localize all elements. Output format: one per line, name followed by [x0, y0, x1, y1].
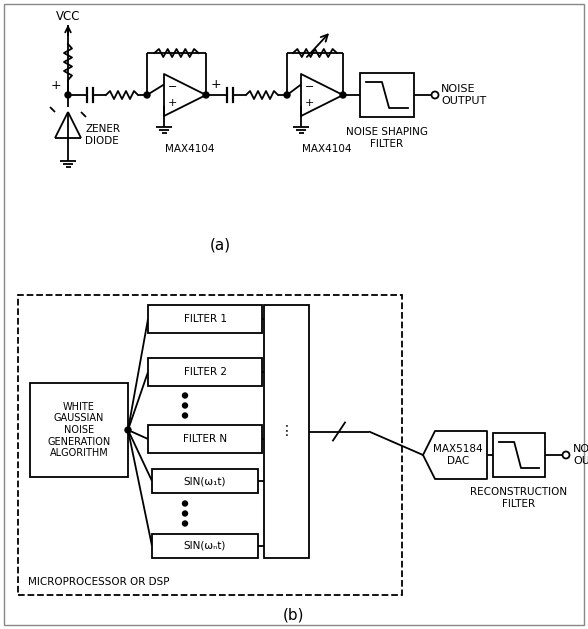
- Circle shape: [182, 403, 188, 408]
- Text: WHITE
GAUSSIAN
NOISE
GENERATION
ALGORITHM: WHITE GAUSSIAN NOISE GENERATION ALGORITH…: [48, 402, 111, 458]
- Text: MAX4104: MAX4104: [302, 144, 352, 154]
- Bar: [148, 425, 262, 453]
- Circle shape: [284, 92, 290, 98]
- Circle shape: [144, 92, 150, 98]
- Text: MAX5184
DAC: MAX5184 DAC: [433, 444, 483, 466]
- Text: +: +: [168, 98, 177, 108]
- Circle shape: [182, 511, 188, 516]
- Bar: [152, 469, 258, 493]
- Polygon shape: [423, 431, 487, 479]
- Text: −: −: [305, 82, 314, 92]
- Text: FILTER 2: FILTER 2: [183, 367, 226, 377]
- Circle shape: [125, 427, 131, 433]
- Circle shape: [65, 92, 71, 98]
- Text: NOISE
OUTPUT: NOISE OUTPUT: [573, 444, 588, 466]
- Circle shape: [563, 452, 570, 459]
- Text: RECONSTRUCTION
FILTER: RECONSTRUCTION FILTER: [470, 487, 567, 509]
- Bar: [360, 73, 414, 117]
- Text: MICROPROCESSOR OR DSP: MICROPROCESSOR OR DSP: [28, 577, 169, 587]
- Bar: [493, 433, 545, 477]
- Circle shape: [182, 393, 188, 398]
- Text: MAX4104: MAX4104: [165, 144, 215, 154]
- Text: +: +: [51, 79, 61, 92]
- Bar: [18, 295, 402, 595]
- Bar: [264, 305, 309, 558]
- Text: (a): (a): [209, 238, 230, 252]
- Bar: [148, 305, 262, 333]
- Text: (b): (b): [283, 608, 305, 623]
- Text: NOISE SHAPING
FILTER: NOISE SHAPING FILTER: [346, 127, 428, 148]
- Text: VCC: VCC: [56, 10, 80, 23]
- Bar: [152, 534, 258, 558]
- Text: +: +: [211, 78, 222, 91]
- Text: +: +: [305, 98, 314, 108]
- Circle shape: [203, 92, 209, 98]
- Circle shape: [182, 413, 188, 418]
- Circle shape: [182, 521, 188, 526]
- Text: −: −: [168, 82, 177, 92]
- Text: SIN(ωₙt): SIN(ωₙt): [184, 541, 226, 551]
- Circle shape: [340, 92, 346, 98]
- Text: FILTER 1: FILTER 1: [183, 314, 226, 324]
- Circle shape: [432, 91, 439, 99]
- Bar: [148, 358, 262, 386]
- Text: ⋮: ⋮: [279, 425, 293, 438]
- Text: SIN(ω₁t): SIN(ω₁t): [183, 476, 226, 486]
- Bar: [30, 383, 128, 477]
- Text: FILTER N: FILTER N: [183, 434, 227, 444]
- Text: ZENER
DIODE: ZENER DIODE: [85, 124, 120, 146]
- Text: NOISE
OUTPUT: NOISE OUTPUT: [441, 84, 486, 106]
- Circle shape: [182, 501, 188, 506]
